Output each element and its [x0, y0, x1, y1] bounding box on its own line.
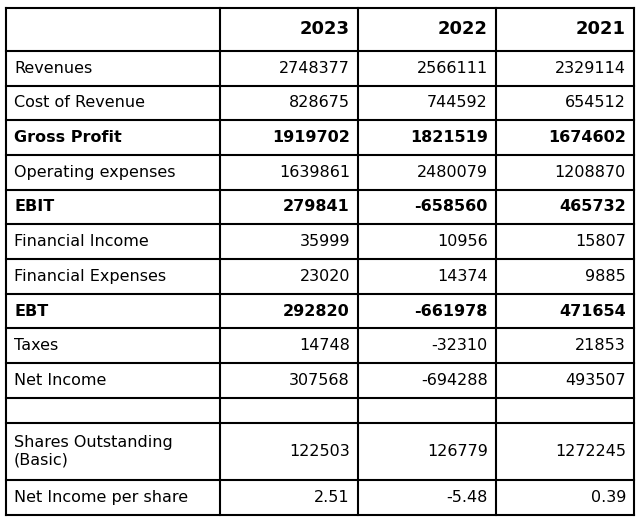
Text: 2021: 2021	[576, 20, 626, 38]
Text: 2566111: 2566111	[417, 61, 488, 76]
Text: EBT: EBT	[14, 303, 49, 319]
Text: 23020: 23020	[300, 269, 350, 284]
Text: 14374: 14374	[437, 269, 488, 284]
Text: 21853: 21853	[575, 338, 626, 353]
Text: 35999: 35999	[300, 234, 350, 249]
Text: 2329114: 2329114	[555, 61, 626, 76]
Text: 2480079: 2480079	[417, 165, 488, 180]
Text: 2748377: 2748377	[279, 61, 350, 76]
Text: Financial Expenses: Financial Expenses	[14, 269, 166, 284]
Text: 1919702: 1919702	[272, 130, 350, 145]
Text: -661978: -661978	[415, 303, 488, 319]
Text: 14748: 14748	[299, 338, 350, 353]
Text: 2022: 2022	[438, 20, 488, 38]
Text: 122503: 122503	[289, 444, 350, 459]
Text: Taxes: Taxes	[14, 338, 58, 353]
Text: Revenues: Revenues	[14, 61, 92, 76]
Text: 15807: 15807	[575, 234, 626, 249]
Text: 1272245: 1272245	[555, 444, 626, 459]
Text: 654512: 654512	[565, 95, 626, 110]
Text: 9885: 9885	[585, 269, 626, 284]
Text: -694288: -694288	[421, 373, 488, 388]
Text: 1821519: 1821519	[410, 130, 488, 145]
Text: 471654: 471654	[559, 303, 626, 319]
Text: -5.48: -5.48	[447, 490, 488, 505]
Text: 2023: 2023	[300, 20, 350, 38]
Text: 1639861: 1639861	[279, 165, 350, 180]
Text: Shares Outstanding
(Basic): Shares Outstanding (Basic)	[14, 435, 173, 468]
Text: Net Income per share: Net Income per share	[14, 490, 188, 505]
Text: 2.51: 2.51	[314, 490, 350, 505]
Text: 0.39: 0.39	[591, 490, 626, 505]
Text: Operating expenses: Operating expenses	[14, 165, 175, 180]
Text: Net Income: Net Income	[14, 373, 106, 388]
Text: Gross Profit: Gross Profit	[14, 130, 122, 145]
Text: 292820: 292820	[284, 303, 350, 319]
Text: 744592: 744592	[427, 95, 488, 110]
Text: 126779: 126779	[427, 444, 488, 459]
Text: 493507: 493507	[565, 373, 626, 388]
Text: 10956: 10956	[437, 234, 488, 249]
Text: 1208870: 1208870	[555, 165, 626, 180]
Text: EBIT: EBIT	[14, 199, 54, 214]
Text: Cost of Revenue: Cost of Revenue	[14, 95, 145, 110]
Text: 1674602: 1674602	[548, 130, 626, 145]
Text: 279841: 279841	[284, 199, 350, 214]
Text: 465732: 465732	[559, 199, 626, 214]
Text: -32310: -32310	[432, 338, 488, 353]
Text: 828675: 828675	[289, 95, 350, 110]
Text: 307568: 307568	[289, 373, 350, 388]
Text: Financial Income: Financial Income	[14, 234, 149, 249]
Text: -658560: -658560	[415, 199, 488, 214]
